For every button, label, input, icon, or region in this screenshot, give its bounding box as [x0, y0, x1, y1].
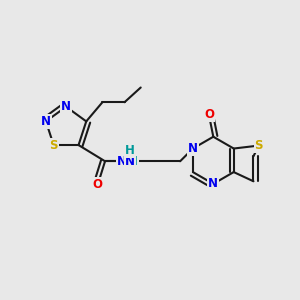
- Text: N: N: [188, 142, 198, 155]
- Text: S: S: [50, 139, 58, 152]
- Text: H: H: [128, 155, 138, 168]
- Text: S: S: [254, 139, 263, 152]
- Text: O: O: [93, 178, 103, 191]
- Text: N: N: [61, 100, 71, 113]
- Text: N: N: [125, 155, 135, 168]
- Text: H: H: [125, 145, 135, 158]
- Text: O: O: [204, 108, 214, 121]
- Text: N: N: [117, 155, 127, 168]
- Text: N: N: [41, 115, 51, 128]
- Text: N: N: [208, 177, 218, 190]
